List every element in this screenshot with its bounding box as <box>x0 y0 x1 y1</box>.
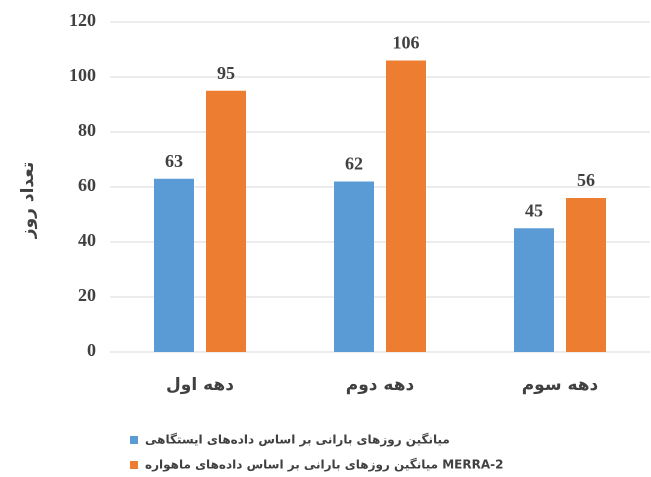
y-axis-label: تعداد روز <box>18 162 38 239</box>
legend-swatch <box>130 461 138 469</box>
data-label: 95 <box>217 63 235 83</box>
y-tick-label: 100 <box>69 65 96 85</box>
bar <box>386 60 426 352</box>
legend-label: میانگین روزهای بارانی بر اساس داده‌های م… <box>145 458 503 473</box>
bar <box>206 90 246 352</box>
bar <box>154 178 194 352</box>
y-tick-label: 40 <box>78 230 96 250</box>
x-tick-label: دهه دوم <box>346 375 415 395</box>
legend-label: میانگین روزهای بارانی بر اساس داده‌های ا… <box>145 433 450 448</box>
data-label: 45 <box>525 200 543 220</box>
data-label: 106 <box>393 33 420 53</box>
bar <box>566 198 606 352</box>
bar <box>334 181 374 352</box>
y-tick-label: 80 <box>78 120 96 140</box>
y-tick-label: 0 <box>87 340 96 360</box>
data-label: 63 <box>165 151 183 171</box>
y-tick-label: 20 <box>78 285 96 305</box>
legend-swatch <box>130 436 138 444</box>
data-label: 62 <box>345 154 363 174</box>
data-label: 56 <box>577 170 595 190</box>
x-tick-label: دهه اول <box>166 375 234 395</box>
y-tick-label: 120 <box>69 10 96 30</box>
bar <box>514 228 554 352</box>
y-tick-label: 60 <box>78 175 96 195</box>
x-tick-label: دهه سوم <box>522 375 599 395</box>
